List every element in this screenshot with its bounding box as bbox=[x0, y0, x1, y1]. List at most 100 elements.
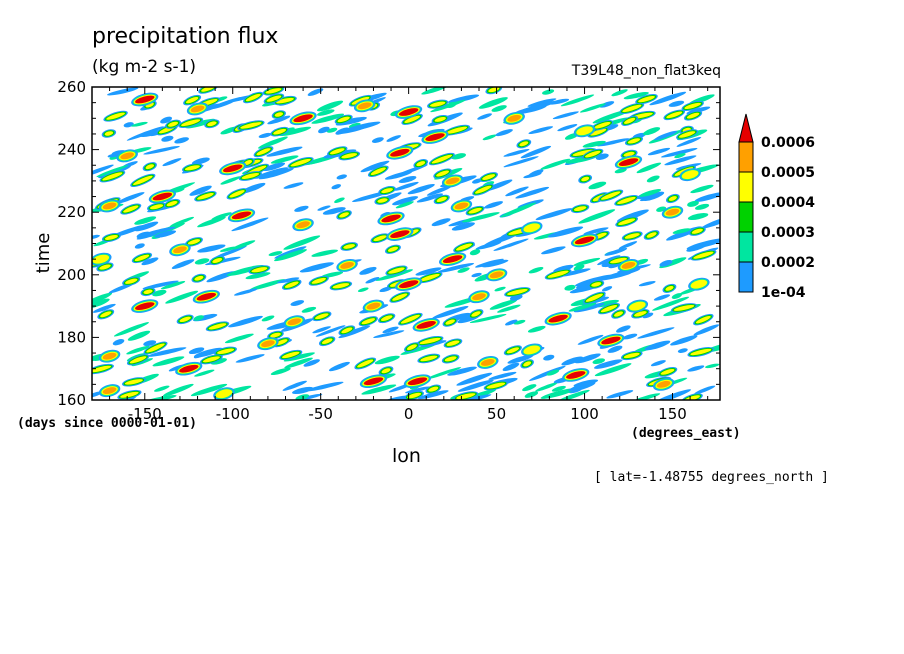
streak-cell bbox=[126, 345, 150, 355]
streak-cell bbox=[573, 257, 601, 266]
streak-cell bbox=[334, 197, 345, 203]
precip-cell bbox=[692, 280, 706, 288]
streak-cell bbox=[690, 348, 712, 356]
streak-cell bbox=[638, 281, 656, 287]
streak-cell bbox=[152, 356, 185, 367]
streak-cell bbox=[326, 127, 338, 133]
streak-cell bbox=[191, 157, 210, 165]
streak-cell bbox=[299, 262, 334, 273]
streak-cell bbox=[318, 126, 330, 134]
streak-cell bbox=[341, 327, 353, 334]
streak-cell bbox=[258, 136, 288, 149]
y-tick-label: 200 bbox=[57, 266, 86, 284]
streak-cell bbox=[254, 167, 289, 179]
precip-cell bbox=[548, 314, 568, 323]
colorbar-label: 1e-04 bbox=[761, 285, 806, 301]
precip-cell bbox=[363, 377, 384, 386]
x-axis-units: (degrees_east) bbox=[631, 426, 741, 441]
streak-cell bbox=[627, 138, 641, 144]
precip-cell bbox=[454, 202, 469, 210]
streak-cell bbox=[395, 201, 414, 209]
heatmap-streaks bbox=[92, 87, 720, 400]
streak-cell bbox=[377, 198, 388, 203]
precip-cell bbox=[357, 102, 372, 110]
streak-cell bbox=[622, 104, 642, 113]
streak-cell bbox=[208, 323, 227, 330]
streak-cell bbox=[431, 154, 452, 164]
streak-cell bbox=[134, 243, 145, 249]
streak-cell bbox=[301, 306, 317, 313]
streak-cell bbox=[162, 158, 182, 167]
streak-cell bbox=[542, 89, 555, 95]
streak-cell bbox=[251, 267, 268, 273]
streak-cell bbox=[194, 275, 204, 281]
streak-cell bbox=[573, 302, 605, 313]
streak-cell bbox=[374, 355, 400, 365]
colorbar-box bbox=[738, 261, 754, 293]
streak-cell bbox=[270, 332, 281, 338]
streak-cell bbox=[184, 165, 200, 171]
chart-title: precipitation flux bbox=[92, 24, 279, 49]
streak-cell bbox=[522, 384, 537, 392]
streak-cell bbox=[471, 311, 481, 317]
streak-cell bbox=[417, 390, 449, 400]
streak-cell bbox=[107, 87, 139, 96]
streak-cell bbox=[328, 361, 350, 372]
streak-cell bbox=[92, 292, 113, 306]
precip-cell bbox=[472, 293, 486, 301]
chart-units: (kg m-2 s-1) bbox=[92, 57, 197, 77]
streak-cell bbox=[599, 101, 615, 108]
streak-cell bbox=[245, 93, 261, 102]
streak-cell bbox=[317, 205, 331, 211]
x-tick-label: -150 bbox=[128, 405, 162, 423]
streak-cell bbox=[92, 234, 100, 240]
streak-cell bbox=[670, 335, 698, 346]
streak-cell bbox=[638, 95, 655, 103]
streak-cell bbox=[660, 368, 675, 375]
streak-cell bbox=[561, 356, 583, 366]
streak-cell bbox=[154, 230, 177, 238]
streak-cell bbox=[233, 288, 258, 296]
streak-cell bbox=[461, 212, 500, 223]
streak-cell bbox=[540, 158, 571, 170]
streak-cell bbox=[614, 168, 627, 174]
streak-cell bbox=[398, 176, 417, 183]
streak-cell bbox=[494, 286, 506, 292]
streak-cell bbox=[275, 339, 288, 346]
streak-cell bbox=[594, 363, 632, 377]
streak-cell bbox=[515, 186, 550, 199]
streak-cell bbox=[686, 238, 720, 250]
streak-cell bbox=[268, 251, 283, 257]
x-axis-ticks: -150 -100 -50 0 50 100 150 bbox=[109, 87, 709, 423]
streak-cell bbox=[652, 296, 690, 311]
precip-cell bbox=[196, 292, 217, 301]
streak-cell bbox=[666, 111, 683, 119]
streak-cell bbox=[594, 122, 611, 129]
streak-cell bbox=[311, 249, 338, 257]
precip-cell bbox=[407, 377, 428, 386]
streak-cell bbox=[386, 135, 401, 142]
streak-cell bbox=[405, 386, 431, 394]
streak-cell bbox=[113, 322, 149, 337]
streak-cell bbox=[634, 311, 647, 317]
precip-cell bbox=[665, 208, 680, 216]
precip-cell bbox=[102, 387, 117, 395]
streak-cell bbox=[171, 259, 195, 269]
streak-cell bbox=[210, 358, 227, 365]
streak-cell bbox=[404, 115, 421, 123]
precip-cell bbox=[152, 192, 173, 201]
streak-cell bbox=[365, 276, 380, 284]
streak-cell bbox=[406, 344, 417, 351]
streak-cell bbox=[524, 391, 539, 398]
streak-cell bbox=[507, 354, 534, 364]
streak-cell bbox=[303, 359, 320, 367]
streak-cell bbox=[416, 161, 426, 167]
streak-cell bbox=[270, 155, 299, 164]
streak-cell bbox=[506, 347, 520, 354]
streak-cell bbox=[373, 330, 405, 338]
streak-cell bbox=[306, 381, 344, 392]
streak-cell bbox=[646, 175, 660, 183]
y-tick-label: 160 bbox=[57, 391, 86, 409]
precip-cell bbox=[425, 133, 445, 141]
precip-cell bbox=[223, 164, 243, 173]
